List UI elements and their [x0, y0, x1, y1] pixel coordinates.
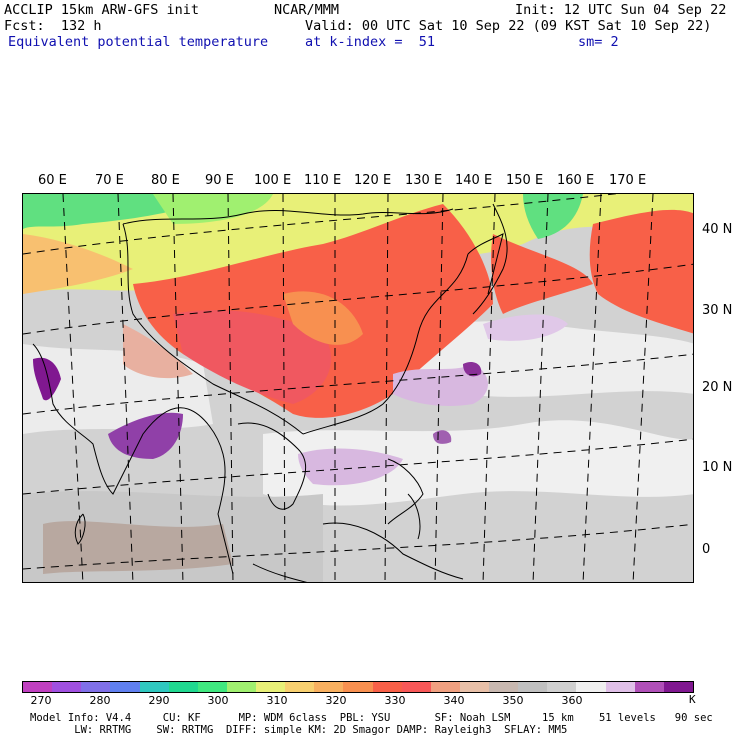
- equivalent-potential-temperature-map: [23, 194, 693, 582]
- longitude-label: 60 E: [38, 173, 67, 188]
- graticule: [23, 194, 693, 582]
- colorbar-tick-label: 270: [30, 694, 52, 707]
- colorbar-swatch: [518, 682, 548, 692]
- latitude-label: 20 N: [702, 380, 733, 395]
- lilac-north: [483, 314, 568, 341]
- latitude-label: 30 N: [702, 303, 733, 318]
- model-info-line-1: Model Info: V4.4 CU: KF MP: WDM 6class P…: [30, 712, 713, 724]
- colorbar-swatch: [489, 682, 519, 692]
- colorbar-tick-label: 310: [266, 694, 288, 707]
- latitude-label: 10 N: [702, 460, 733, 475]
- tibet-salmon: [123, 324, 193, 379]
- small-purple-blob-2: [433, 430, 452, 444]
- longitude-label: 140 E: [455, 173, 493, 188]
- colorbar-swatch: [576, 682, 606, 692]
- orange-west: [23, 234, 133, 294]
- orange-inset: [283, 291, 363, 345]
- colorbar-swatch: [634, 682, 664, 692]
- field-name: Equivalent potential temperature: [8, 34, 269, 50]
- level-label: at k-index = 51: [305, 34, 436, 50]
- latitude-label: 40 N: [702, 222, 733, 237]
- japan-red-region: [491, 234, 593, 314]
- longitude-label: 160 E: [557, 173, 595, 188]
- arabian-sea-purple: [33, 357, 61, 401]
- colorbar-swatch: [343, 682, 373, 692]
- lime-patch: [153, 194, 273, 224]
- colorbar: [22, 681, 694, 693]
- pacific-red-region: [589, 209, 693, 334]
- colorbar-swatch: [256, 682, 286, 692]
- colorbar-swatch: [605, 682, 635, 692]
- coastlines: [32, 203, 508, 582]
- colorbar-tick-label: 320: [325, 694, 347, 707]
- longitude-label: 130 E: [405, 173, 443, 188]
- longitude-label: 170 E: [609, 173, 647, 188]
- model-title: ACCLIP 15km ARW-GFS init: [4, 2, 200, 18]
- south-china-sea-lilac: [298, 448, 403, 486]
- model-info-line-2: LW: RRTMG SW: RRTMG DIFF: simple KM: 2D …: [30, 724, 568, 736]
- colorbar-swatch: [197, 682, 227, 692]
- colorbar-tick-label: 290: [148, 694, 170, 707]
- philippine-sea-lilac: [393, 364, 488, 406]
- colorbar-swatch: [459, 682, 489, 692]
- latitude-label: 0: [702, 542, 711, 557]
- china-pink-core: [173, 310, 332, 404]
- longitude-label: 120 E: [354, 173, 392, 188]
- colorbar-tick-label: 280: [89, 694, 111, 707]
- longitude-label: 90 E: [205, 173, 234, 188]
- colorbar-swatch: [401, 682, 431, 692]
- longitude-label: 110 E: [304, 173, 342, 188]
- colorbar-unit: K: [689, 693, 696, 706]
- longitude-label: 100 E: [254, 173, 292, 188]
- colorbar-swatch: [372, 682, 402, 692]
- colorbar-swatch: [52, 682, 82, 692]
- colorbar-swatch: [226, 682, 256, 692]
- colorbar-tick-label: 300: [207, 694, 229, 707]
- small-purple-blob: [463, 362, 482, 377]
- brown-patch: [43, 521, 233, 574]
- longitude-label: 150 E: [506, 173, 544, 188]
- colorbar-tick-label: 340: [443, 694, 465, 707]
- green-patch-east: [523, 194, 583, 239]
- longitude-label: 70 E: [95, 173, 124, 188]
- ocean-band-light: [263, 420, 693, 506]
- colorbar-swatch: [139, 682, 169, 692]
- valid-time: Valid: 00 UTC Sat 10 Sep 22 (09 KST Sat …: [305, 18, 712, 34]
- smoothing-label: sm= 2: [578, 34, 619, 50]
- colorbar-swatch: [110, 682, 140, 692]
- colorbar-swatch: [285, 682, 315, 692]
- forecast-hour: Fcst: 132 h: [4, 18, 102, 34]
- colorbar-swatch: [81, 682, 111, 692]
- colorbar-tick-label: 330: [384, 694, 406, 707]
- colorbar-swatch: [23, 682, 53, 692]
- longitude-label: 80 E: [151, 173, 180, 188]
- init-time: Init: 12 UTC Sun 04 Sep 22: [515, 2, 727, 18]
- map-panel: [22, 193, 694, 583]
- colorbar-tick-label: 360: [561, 694, 583, 707]
- colorbar-swatch: [168, 682, 198, 692]
- colorbar-tick-label: 350: [502, 694, 524, 707]
- colorbar-swatch: [430, 682, 460, 692]
- colorbar-swatch: [314, 682, 344, 692]
- colorbar-swatch: [547, 682, 577, 692]
- organization-label: NCAR/MMM: [274, 2, 340, 18]
- colorbar-swatch: [663, 682, 693, 692]
